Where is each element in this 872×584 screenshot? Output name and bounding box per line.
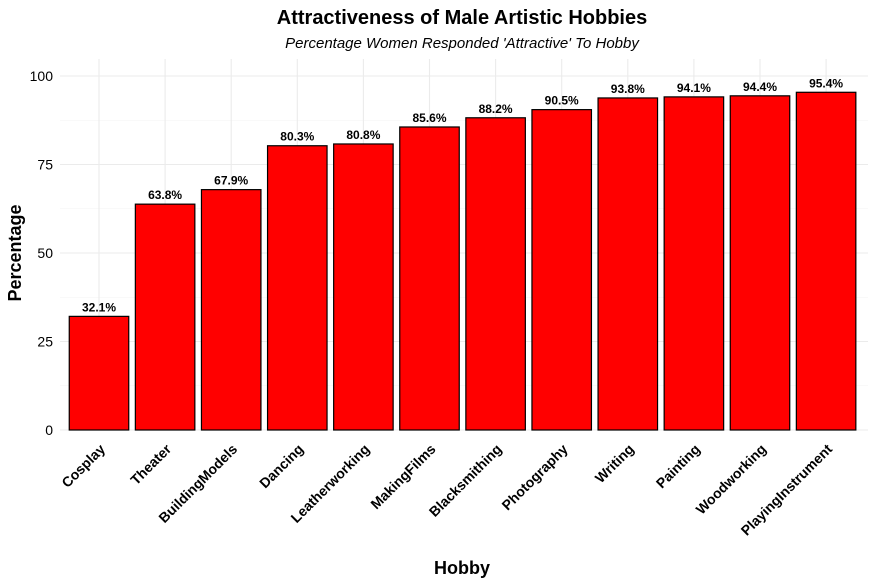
bar-makingfilms	[399, 126, 460, 431]
y-axis-title: Percentage	[5, 204, 25, 301]
y-axis-ticks: 0 25 50 75 100	[30, 68, 54, 438]
chart-title: Attractiveness of Male Artistic Hobbies	[277, 7, 647, 29]
data-label: 67.9%	[214, 174, 248, 188]
y-tick-label: 75	[37, 157, 53, 173]
chart-subtitle: Percentage Women Responded 'Attractive' …	[285, 35, 640, 52]
bar-leatherworking	[333, 143, 394, 431]
bar-dancing	[266, 145, 328, 431]
bar-theater	[134, 203, 196, 431]
x-axis-title: Hobby	[434, 558, 490, 578]
data-label: 32.1%	[82, 300, 116, 314]
bar-painting	[663, 96, 725, 431]
data-label: 95.4%	[809, 76, 843, 90]
data-label: 94.4%	[743, 80, 777, 94]
bar-cosplay	[68, 315, 130, 431]
data-label: 80.8%	[346, 128, 380, 142]
x-tick-label: Theater	[127, 440, 174, 487]
y-tick-label: 100	[30, 68, 54, 84]
x-tick-label: Photography	[498, 441, 571, 514]
data-label: 93.8%	[611, 82, 645, 96]
bar-woodworking	[729, 95, 791, 431]
x-tick-label: Painting	[653, 441, 703, 491]
bar-buildingmodels	[200, 189, 262, 431]
x-tick-label: Cosplay	[58, 441, 108, 491]
y-tick-label: 0	[45, 422, 53, 438]
data-label: 94.1%	[677, 81, 711, 95]
bar-photography	[531, 109, 593, 431]
data-label: 88.2%	[479, 102, 513, 116]
bar-writing	[597, 97, 659, 431]
x-tick-label: MakingFilms	[367, 441, 438, 512]
data-label: 80.3%	[280, 130, 314, 144]
data-label: 90.5%	[545, 94, 579, 108]
bar-playinginstrument	[795, 91, 857, 431]
y-tick-label: 50	[37, 245, 53, 261]
x-tick-label: Dancing	[256, 441, 306, 491]
data-labels: 32.1% 63.8% 67.9% 80.3% 80.8% 85.6% 88.2% 90.5%…	[82, 76, 843, 314]
y-tick-label: 25	[37, 334, 53, 350]
bar-blacksmithing	[465, 117, 526, 431]
bars	[68, 91, 857, 431]
x-tick-label: Writing	[592, 441, 637, 486]
data-label: 63.8%	[148, 188, 182, 202]
data-label: 85.6%	[412, 111, 446, 125]
